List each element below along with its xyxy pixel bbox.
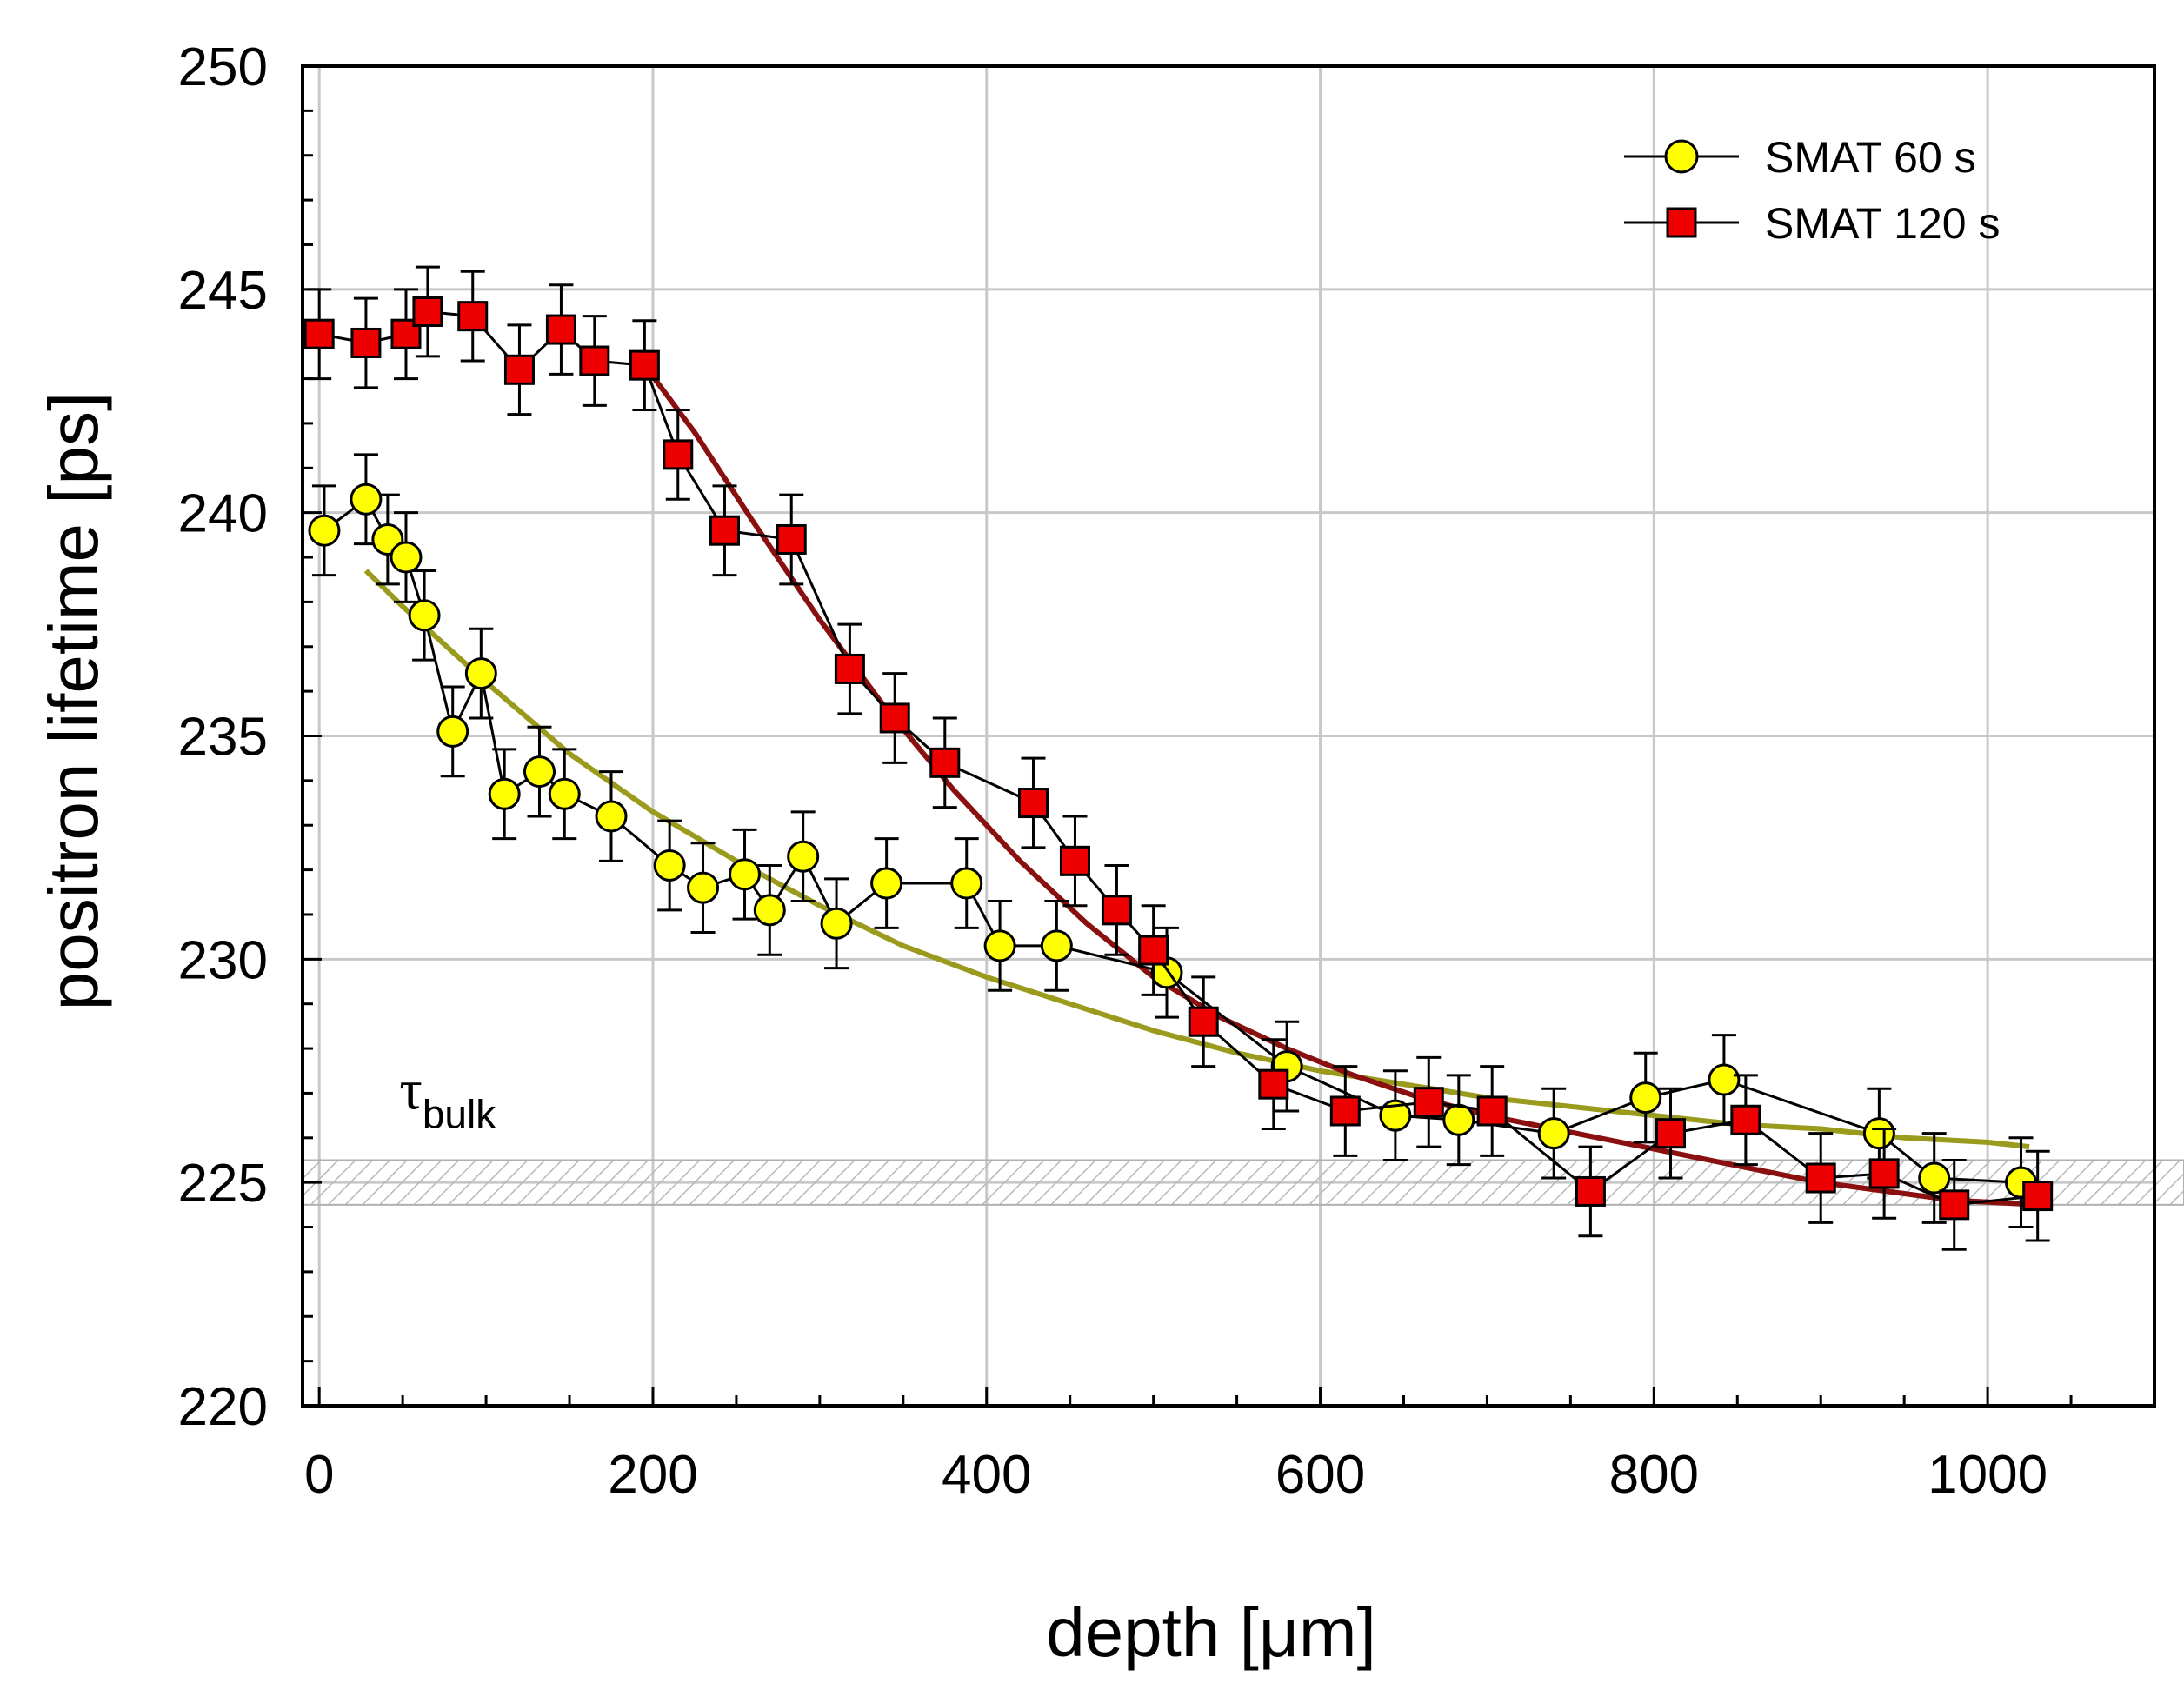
data-point-smat-60: [1708, 1063, 1741, 1096]
data-point-smat-120: [709, 515, 740, 546]
legend-label-smat-120: SMAT 120 s: [1765, 199, 2000, 248]
tick-labels: 0 200 400 600 800 1000 220 225 230 235 240 245 250: [178, 37, 2048, 1505]
data-point-smat-120: [879, 702, 910, 734]
data-point-smat-120: [776, 523, 807, 555]
data-point-smat-60: [464, 657, 497, 690]
data-point-smat-120: [1575, 1175, 1606, 1207]
data-point-smat-60: [1918, 1161, 1951, 1195]
data-point-smat-120: [350, 327, 382, 358]
data-point-smat-60: [1442, 1103, 1475, 1136]
data-point-smat-60: [595, 800, 628, 833]
x-tick-label: 400: [942, 1445, 1031, 1505]
data-point-smat-120: [629, 349, 660, 381]
tau-symbol: τ: [399, 1058, 423, 1121]
legend-marker-smat-120: [1666, 207, 1697, 238]
data-point-smat-120: [663, 439, 694, 470]
data-point-smat-120: [457, 301, 489, 332]
data-point-smat-60: [729, 858, 762, 891]
data-point-smat-60: [870, 867, 903, 900]
data-point-smat-120: [1059, 845, 1090, 876]
data-point-smat-120: [834, 653, 865, 684]
data-point-smat-60: [1379, 1099, 1412, 1132]
data-point-smat-120: [579, 345, 610, 376]
tau-bulk-label: τbulk: [399, 1058, 496, 1136]
legend: SMAT 60 s SMAT 120 s: [1624, 133, 2000, 248]
fit-curve-smat-60: [363, 569, 2030, 1150]
data-point-smat-60: [653, 848, 686, 882]
y-tick-label: 240: [178, 484, 268, 544]
data-point-smat-60: [308, 514, 341, 547]
data-point-smat-60: [687, 871, 720, 904]
data-point-smat-60: [820, 907, 853, 940]
y-tick-label: 245: [178, 261, 268, 321]
x-tick-label: 600: [1275, 1445, 1365, 1505]
data-point-smat-60: [548, 777, 581, 810]
data-point-smat-120: [545, 314, 576, 345]
data-point-smat-120: [1939, 1189, 1970, 1221]
data-point-smat-120: [1413, 1087, 1444, 1118]
x-tick-label: 200: [608, 1445, 697, 1505]
data-point-smat-60: [350, 482, 383, 516]
series-smat-60: [308, 453, 2037, 1229]
data-point-smat-120: [1730, 1104, 1761, 1135]
data-point-smat-120: [1101, 895, 1132, 926]
fit-curve-smat-120: [642, 363, 2038, 1208]
data-point-smat-120: [1017, 788, 1049, 819]
data-point-smat-120: [1329, 1095, 1361, 1127]
y-tick-label: 250: [178, 37, 268, 97]
data-point-smat-120: [2022, 1181, 2054, 1212]
axis-ticks: [303, 64, 2156, 1408]
y-axis-title: positron lifetime [ps]: [35, 392, 112, 1010]
tau-subscript: bulk: [423, 1091, 496, 1136]
data-point-smat-60: [1629, 1081, 1662, 1115]
data-point-smat-120: [929, 747, 961, 778]
data-point-smat-120: [303, 318, 335, 349]
data-point-smat-60: [408, 599, 441, 632]
data-point-smat-60: [787, 840, 820, 873]
y-tick-label: 230: [178, 930, 268, 990]
legend-label-smat-60: SMAT 60 s: [1765, 133, 1976, 182]
y-tick-label: 220: [178, 1377, 268, 1437]
data-point-smat-120: [1188, 1006, 1219, 1037]
legend-entry-smat-60: SMAT 60 s: [1624, 133, 1976, 182]
y-tick-label: 225: [178, 1154, 268, 1214]
data-point-smat-120: [412, 296, 443, 328]
data-point-smat-60: [950, 867, 983, 900]
data-point-smat-60: [436, 715, 469, 748]
data-point-smat-60: [753, 894, 786, 927]
data-point-smat-120: [1258, 1068, 1289, 1100]
data-point-smat-120: [1655, 1118, 1687, 1149]
data-point-smat-60: [983, 929, 1016, 962]
x-tick-label: 1000: [1928, 1445, 2048, 1505]
y-tick-label: 235: [178, 708, 268, 768]
data-series: [303, 265, 2054, 1251]
series-smat-120: [303, 265, 2054, 1251]
legend-marker-smat-60: [1664, 139, 1699, 174]
data-point-smat-60: [488, 777, 521, 810]
x-axis-title: depth [μm]: [1046, 1594, 1376, 1671]
data-point-smat-120: [1138, 935, 1169, 966]
data-point-smat-120: [503, 354, 535, 385]
series-line-smat-60: [323, 497, 2021, 1184]
data-point-smat-60: [390, 541, 423, 574]
data-point-smat-60: [1040, 929, 1073, 962]
data-point-smat-60: [1537, 1117, 1570, 1150]
data-point-smat-120: [1476, 1095, 1508, 1127]
data-point-smat-120: [1805, 1162, 1836, 1194]
legend-entry-smat-120: SMAT 120 s: [1624, 199, 2000, 248]
x-tick-label: 0: [304, 1445, 334, 1505]
x-tick-label: 800: [1609, 1445, 1699, 1505]
data-point-smat-60: [1862, 1117, 1895, 1150]
fit-curves: [363, 363, 2038, 1208]
data-point-smat-60: [523, 755, 556, 789]
data-point-smat-120: [1868, 1158, 1900, 1189]
